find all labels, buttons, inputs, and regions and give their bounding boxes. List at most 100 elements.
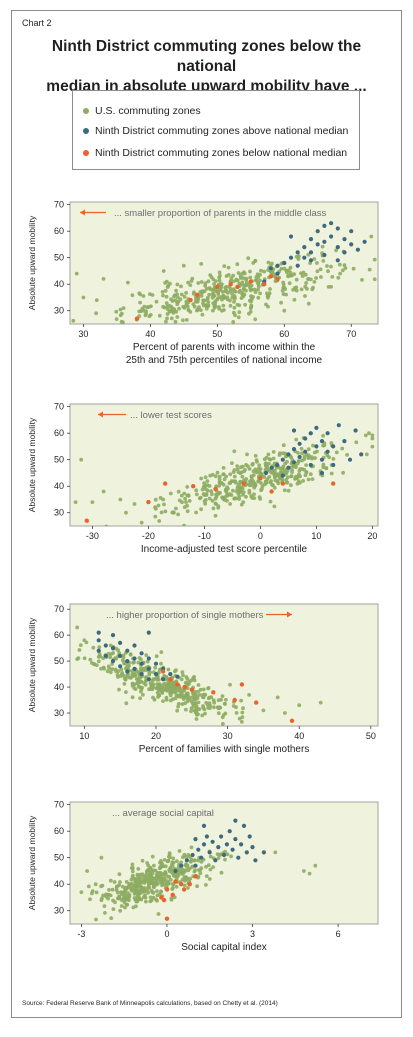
point-us	[130, 862, 135, 867]
x-tick-label: 3	[250, 929, 255, 939]
y-tick-label: 60	[54, 630, 64, 640]
point-us	[164, 319, 168, 324]
plot-area: 30 40 50 60 70 30 40 50 60 70 ... smaller proporti…	[54, 200, 379, 339]
point-below-median	[262, 282, 267, 287]
point-us	[207, 286, 212, 290]
point-us	[130, 672, 135, 677]
point-above-median	[353, 428, 358, 433]
point-above-median	[308, 431, 313, 436]
legend-label-us: U.S. commuting zones	[95, 105, 201, 117]
point-us	[217, 270, 222, 275]
point-above-median	[201, 842, 207, 847]
point-us	[118, 890, 123, 895]
point-us	[101, 893, 105, 898]
point-above-median	[322, 252, 327, 258]
point-us	[74, 271, 79, 276]
point-us	[295, 481, 300, 486]
legend: U.S. commuting zones Ninth District comm…	[72, 90, 360, 170]
point-us	[160, 290, 165, 294]
point-us	[155, 898, 159, 903]
y-tick-label: 60	[54, 826, 64, 836]
point-above-median	[322, 239, 327, 244]
point-us	[146, 863, 151, 868]
point-us	[154, 879, 159, 884]
point-us	[259, 481, 263, 485]
point-us	[210, 498, 215, 503]
point-us	[203, 711, 207, 716]
point-us	[184, 877, 189, 882]
point-us	[241, 287, 246, 292]
point-us	[306, 252, 311, 257]
point-us	[136, 680, 141, 684]
point-us	[260, 486, 264, 491]
point-us	[101, 656, 106, 661]
point-us	[204, 492, 209, 496]
point-us	[248, 275, 253, 280]
point-above-median	[288, 234, 294, 239]
point-us	[204, 864, 208, 869]
point-us	[199, 294, 204, 298]
point-above-median	[146, 656, 151, 661]
point-us	[203, 501, 208, 506]
point-us	[264, 461, 268, 466]
point-us	[228, 682, 232, 687]
point-us	[304, 281, 308, 285]
point-us	[81, 295, 86, 300]
point-us	[290, 470, 294, 474]
y-axis-label: Absolute upward mobility	[27, 815, 37, 910]
y-tick-label: 40	[54, 682, 64, 692]
point-us	[315, 261, 319, 265]
x-tick-label: 40	[294, 731, 304, 741]
y-tick-label: 40	[54, 879, 64, 889]
point-us	[288, 265, 293, 270]
y-tick-label: 50	[54, 853, 64, 863]
point-us	[201, 695, 205, 699]
point-us	[156, 912, 161, 916]
point-us	[116, 528, 120, 532]
point-us	[153, 676, 158, 681]
point-us	[218, 287, 223, 292]
point-us	[169, 689, 173, 693]
point-us	[111, 651, 115, 655]
point-us	[196, 296, 201, 301]
point-us	[177, 849, 182, 853]
point-us	[108, 544, 112, 548]
point-us	[94, 311, 98, 316]
point-us	[117, 687, 121, 692]
point-us	[196, 689, 200, 694]
point-above-median	[325, 449, 330, 454]
point-us	[79, 890, 84, 895]
point-us	[77, 648, 82, 652]
point-us	[262, 269, 267, 274]
point-us	[203, 475, 208, 480]
point-us	[120, 898, 124, 903]
point-us	[133, 880, 137, 884]
point-us	[204, 874, 209, 878]
point-us	[170, 863, 175, 868]
point-us	[253, 317, 258, 322]
point-above-median	[308, 462, 313, 468]
point-us	[90, 891, 94, 896]
point-us	[118, 497, 123, 502]
y-tick-label: 30	[54, 708, 64, 718]
point-above-median	[118, 664, 123, 669]
point-us	[315, 269, 320, 274]
point-us	[174, 884, 179, 889]
point-us	[253, 467, 258, 472]
point-us	[149, 898, 154, 903]
point-us	[281, 464, 286, 469]
point-us	[272, 485, 277, 490]
point-us	[121, 306, 126, 310]
point-us	[228, 472, 233, 477]
point-above-median	[201, 823, 207, 828]
point-above-median	[342, 250, 347, 255]
point-us	[262, 457, 267, 462]
point-us	[236, 271, 241, 275]
y-tick-label: 30	[54, 508, 64, 518]
point-us	[329, 441, 334, 445]
point-us	[186, 308, 191, 312]
point-us	[216, 698, 221, 703]
point-us	[177, 306, 181, 311]
point-us	[196, 858, 201, 863]
x-axis-label: Percent of parents with income within th…	[133, 342, 316, 353]
